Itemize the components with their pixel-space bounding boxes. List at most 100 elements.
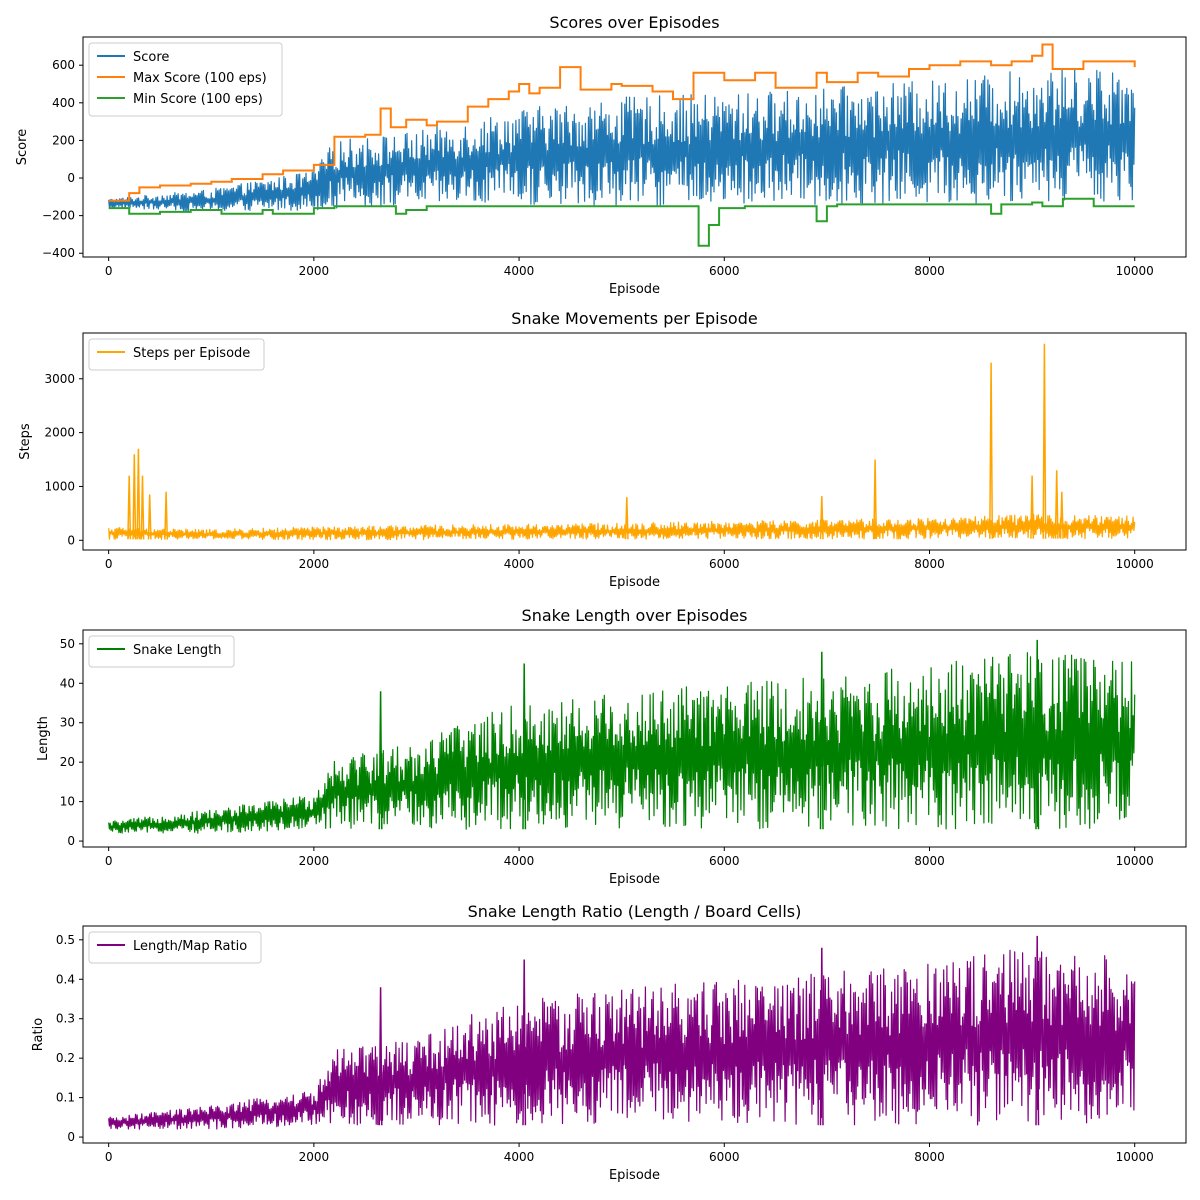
x-tick-label: 10000: [1116, 854, 1154, 868]
series-spike: [989, 362, 994, 539]
plot-area: [108, 935, 1136, 1130]
series-line-1: [108, 949, 1136, 1130]
x-tick-label: 8000: [914, 264, 945, 278]
y-axis-label: Length: [36, 716, 51, 761]
y-tick-label: 20: [60, 755, 75, 769]
series-spike: [1059, 491, 1064, 539]
plot-area: [108, 43, 1136, 247]
x-axis-label: Episode: [609, 1168, 660, 1183]
axes-frame: [82, 629, 1187, 848]
x-tick-label: 6000: [709, 854, 740, 868]
x-tick-label: 6000: [709, 557, 740, 571]
x-tick-label: 4000: [504, 1150, 535, 1164]
series-spike: [136, 448, 141, 540]
y-tick-label: 0: [67, 533, 75, 547]
x-tick-label: 2000: [299, 264, 330, 278]
series-spike: [1042, 343, 1047, 539]
y-tick-label: 400: [52, 96, 75, 110]
y-tick-label: 200: [52, 133, 75, 147]
x-tick-label: 8000: [914, 557, 945, 571]
chart-panel-2: 0 2000 4000 6000 8000 10000 0 1000 2000 3000 Snake…: [18, 309, 1187, 590]
y-tick-label: 0.1: [56, 1091, 75, 1105]
x-tick-label: 8000: [914, 1150, 945, 1164]
y-tick-label: 2000: [44, 426, 75, 440]
x-axis-label: Episode: [609, 575, 660, 590]
legend-entry: Max Score (100 eps): [133, 71, 267, 86]
legend-entry: Steps per Episode: [133, 346, 250, 361]
series-spike: [132, 454, 137, 540]
legend: Steps per Episode: [88, 338, 265, 371]
x-tick-label: 0: [105, 264, 113, 278]
series-spike: [147, 494, 152, 540]
x-tick-label: 2000: [299, 557, 330, 571]
series-line-1: [108, 68, 1136, 212]
series-spike: [522, 959, 527, 1126]
legend-entry: Score: [133, 50, 169, 65]
x-tick-label: 4000: [504, 264, 535, 278]
plot-area: [108, 343, 1136, 541]
y-tick-label: 3000: [44, 372, 75, 386]
x-tick-label: 8000: [914, 854, 945, 868]
x-axis-label: Episode: [609, 282, 660, 297]
series-spike: [1054, 470, 1059, 539]
chart-title: Snake Length over Episodes: [522, 606, 748, 625]
series-spike: [1035, 935, 1040, 1126]
x-tick-label: 2000: [299, 854, 330, 868]
x-tick-label: 6000: [709, 1150, 740, 1164]
legend: Score Max Score (100 eps) Min Score (100 e…: [88, 42, 283, 117]
y-tick-label: −400: [42, 246, 75, 260]
series-spike: [378, 987, 383, 1126]
series-spike: [819, 496, 824, 540]
y-tick-label: 0: [67, 1130, 75, 1144]
axes-frame: [82, 36, 1187, 258]
x-tick-label: 6000: [709, 264, 740, 278]
legend-box: [88, 931, 262, 964]
series-spike: [819, 947, 824, 1126]
y-tick-label: 1000: [44, 479, 75, 493]
legend-box: [88, 338, 265, 371]
series-spike: [624, 497, 629, 540]
chart-panel-4: 0 2000 4000 6000 8000 10000 0 0.1 0.2 0.3 0.4 0.5 Sn…: [31, 902, 1187, 1183]
series-spike: [127, 475, 132, 540]
x-tick-label: 0: [105, 854, 113, 868]
x-tick-label: 10000: [1116, 264, 1154, 278]
y-tick-label: −200: [42, 209, 75, 223]
chart-title: Snake Length Ratio (Length / Board Cells…: [468, 902, 802, 921]
y-tick-label: 0.4: [56, 972, 75, 986]
chart-title: Scores over Episodes: [549, 13, 719, 32]
y-tick-label: 0: [67, 171, 75, 185]
series-spike: [522, 663, 527, 830]
y-axis-label: Steps: [18, 423, 33, 460]
y-tick-label: 0.5: [56, 933, 75, 947]
x-tick-label: 4000: [504, 557, 535, 571]
x-tick-label: 2000: [299, 1150, 330, 1164]
chart-panel-1: 0 2000 4000 6000 8000 10000 −400 −200 0 200 400 600…: [15, 13, 1187, 297]
series-line-2: [108, 43, 1136, 202]
y-tick-label: 50: [60, 637, 75, 651]
series-spike: [1030, 475, 1035, 539]
y-tick-label: 600: [52, 58, 75, 72]
legend: Length/Map Ratio: [88, 931, 262, 964]
x-tick-label: 4000: [504, 854, 535, 868]
series-line-1: [108, 514, 1136, 541]
x-tick-label: 10000: [1116, 1150, 1154, 1164]
x-axis-label: Episode: [609, 872, 660, 887]
legend-entry: Length/Map Ratio: [133, 939, 247, 954]
y-tick-label: 10: [60, 795, 75, 809]
series-line-1: [108, 652, 1136, 834]
series-spike: [1035, 639, 1040, 830]
y-tick-label: 0.2: [56, 1051, 75, 1065]
series-spike: [873, 459, 878, 540]
legend-box: [88, 42, 283, 117]
legend-box: [88, 635, 235, 668]
chart-title: Snake Movements per Episode: [511, 309, 757, 328]
y-tick-label: 0: [67, 834, 75, 848]
x-tick-label: 10000: [1116, 557, 1154, 571]
y-axis-label: Score: [15, 129, 30, 165]
axes-frame: [82, 925, 1187, 1144]
series-spike: [819, 651, 824, 830]
y-tick-label: 40: [60, 676, 75, 690]
y-axis-label: Ratio: [31, 1018, 46, 1051]
series-spike: [164, 491, 169, 540]
